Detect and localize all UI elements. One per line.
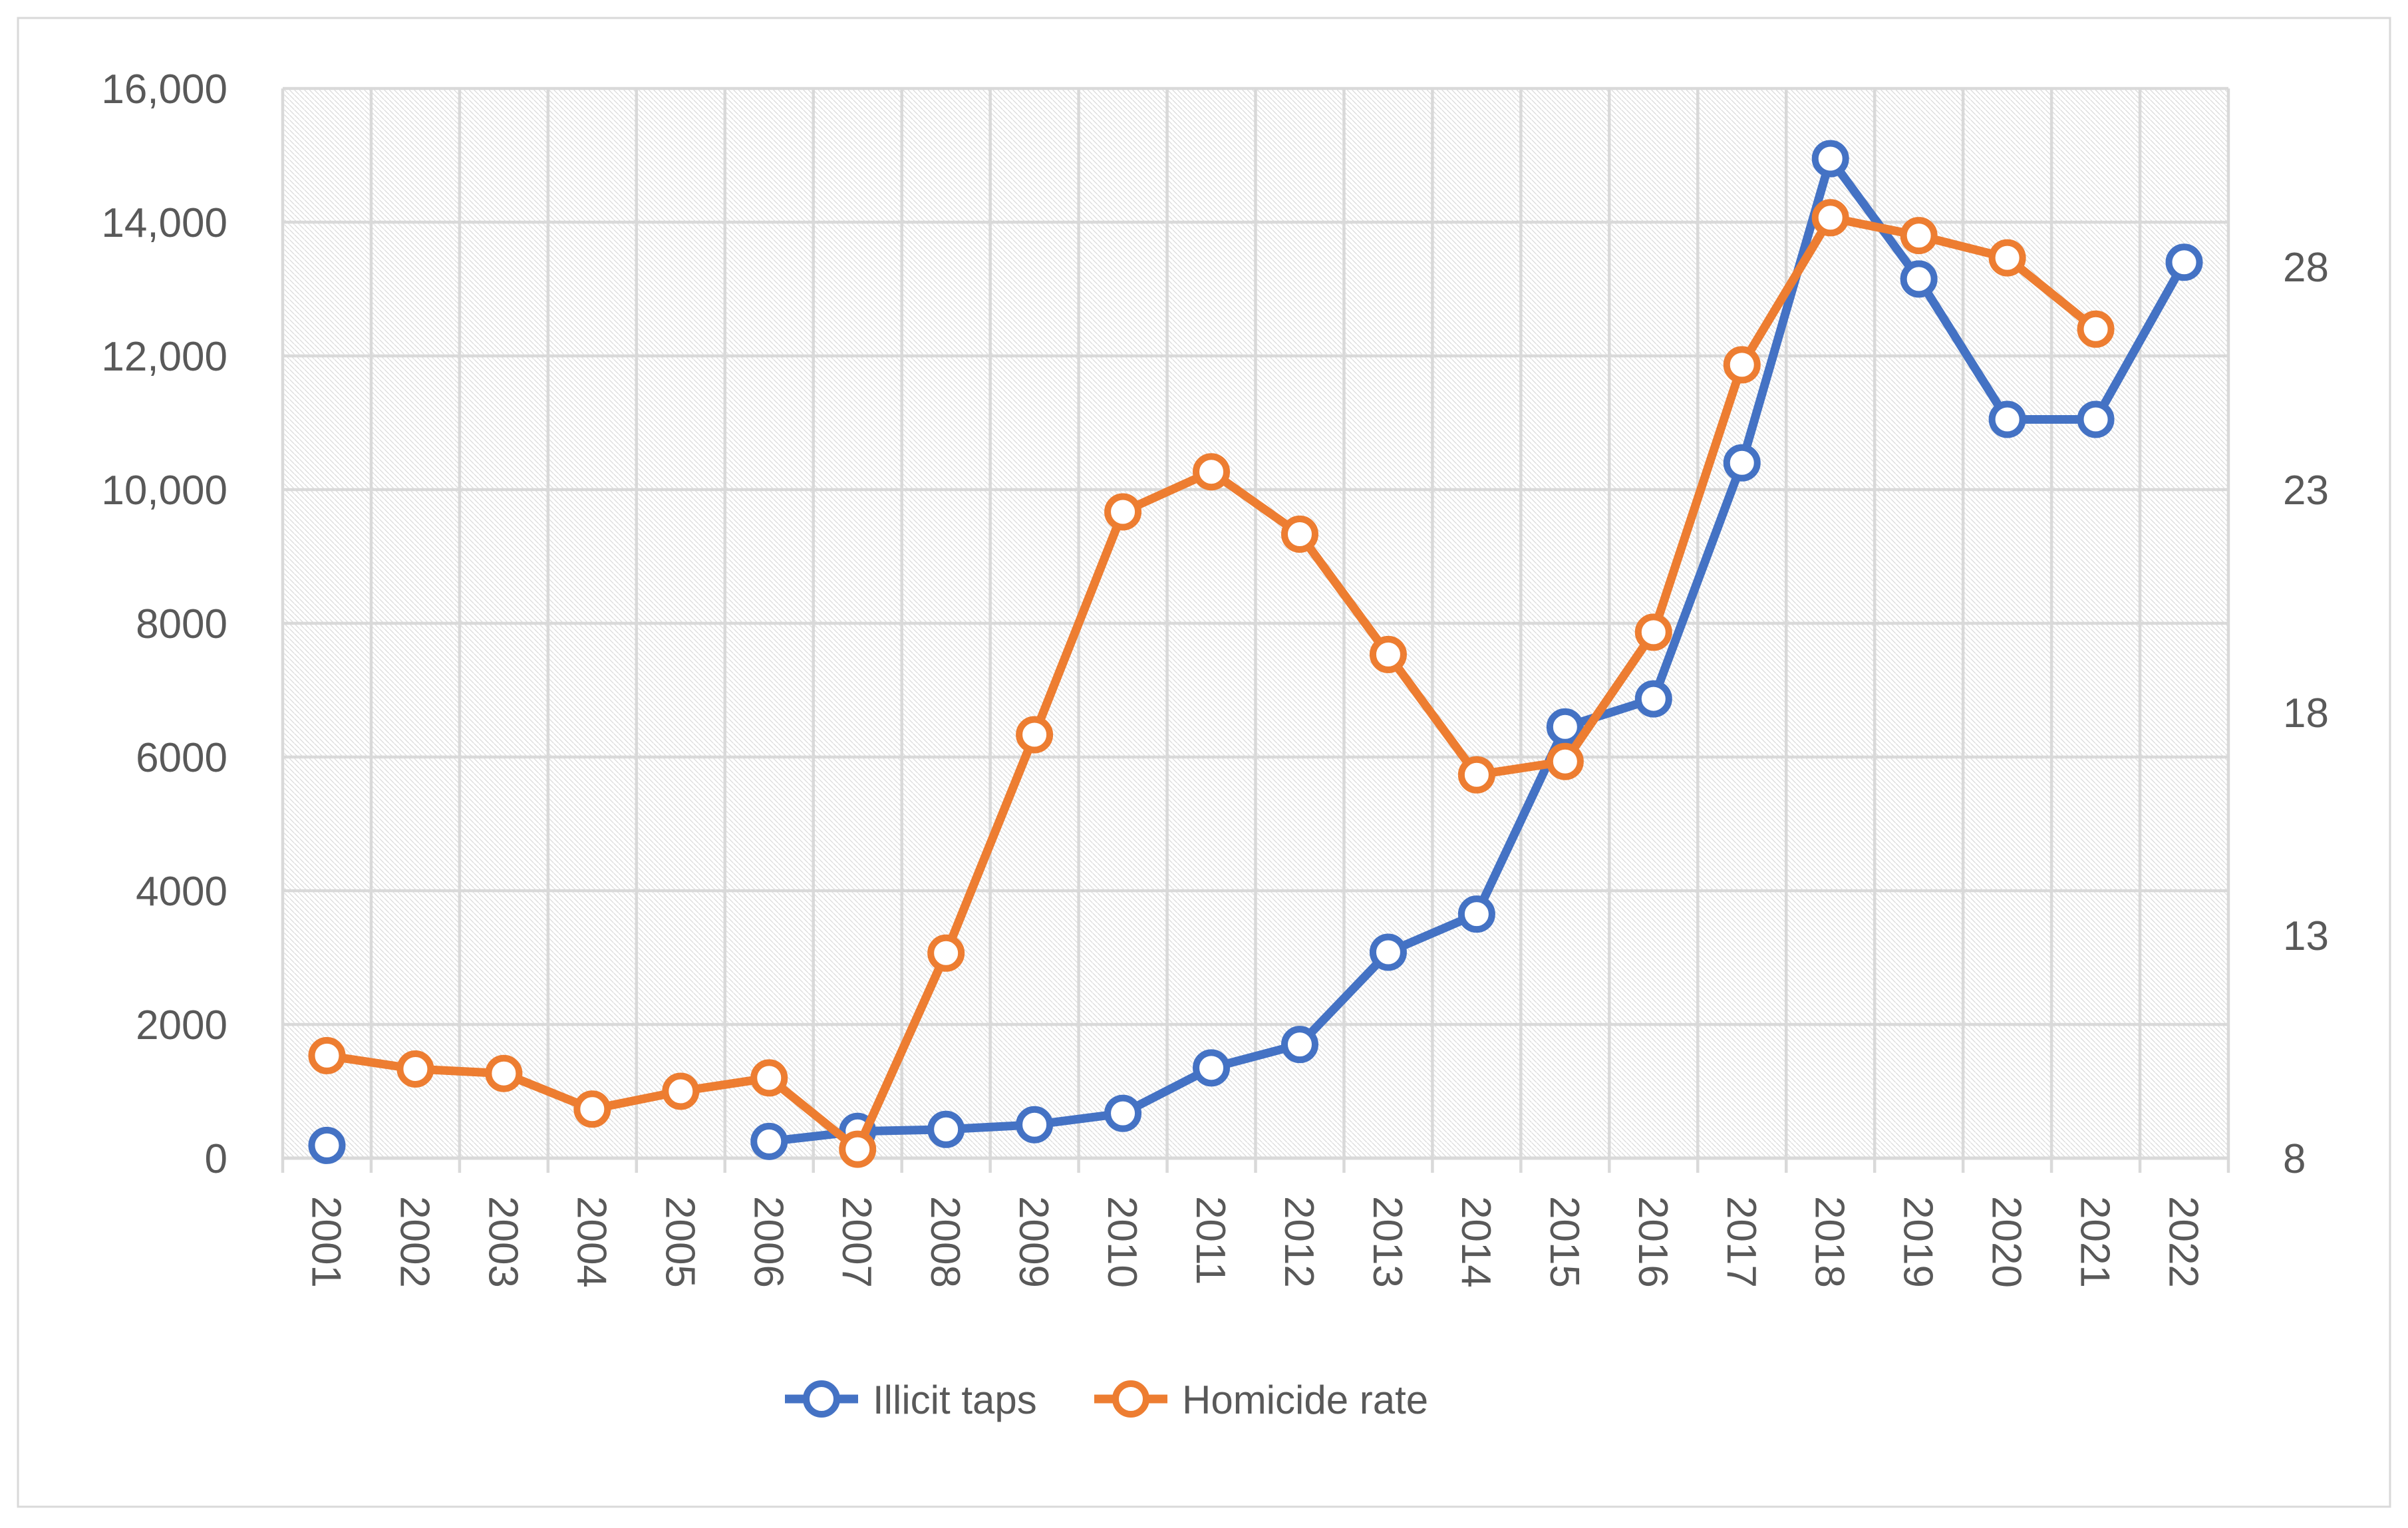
- x-axis-label: 2018: [1807, 1196, 1853, 1288]
- x-axis-label: 2010: [1099, 1196, 1145, 1288]
- marker-homicide-rate: [485, 1054, 523, 1092]
- marker-homicide-rate: [1016, 716, 1054, 754]
- marker-illicit-taps: [1193, 1049, 1231, 1087]
- marker-homicide-rate: [573, 1090, 611, 1128]
- y-axis-label-right: 28: [2283, 245, 2329, 291]
- legend-marker-blue: [803, 1380, 840, 1418]
- y-axis-label-left: 10,000: [101, 468, 227, 514]
- x-axis-label: 2022: [2161, 1196, 2206, 1288]
- x-axis-label: 2016: [1630, 1196, 1676, 1288]
- x-axis-label: 2014: [1453, 1196, 1499, 1288]
- y-axis-label-right: 8: [2283, 1136, 2306, 1182]
- marker-homicide-rate: [2077, 310, 2115, 348]
- x-axis-label: 2019: [1895, 1196, 1941, 1288]
- marker-homicide-rate: [396, 1050, 434, 1088]
- x-axis-label: 2015: [1541, 1196, 1587, 1288]
- legend-marker-orange: [1112, 1380, 1149, 1418]
- marker-illicit-taps: [750, 1122, 788, 1160]
- y-axis-label-left: 6000: [136, 735, 227, 781]
- y-axis-label-left: 12,000: [101, 334, 227, 380]
- y-axis-label-right: 18: [2283, 690, 2329, 736]
- plot-dynamic-content: 0 2000 4000 6000 8000 10,000 12,000 14,000 16,00…: [101, 67, 2329, 1288]
- marker-illicit-taps: [1104, 1094, 1142, 1132]
- x-axis-label: 2001: [303, 1196, 349, 1288]
- marker-illicit-taps: [1811, 140, 1849, 178]
- marker-illicit-taps: [1457, 895, 1495, 933]
- x-axis-label: 2012: [1276, 1196, 1322, 1288]
- marker-homicide-rate: [1988, 239, 2026, 277]
- x-axis-label: 2002: [391, 1196, 437, 1288]
- marker-homicide-rate: [1369, 635, 1407, 673]
- x-axis-label: 2021: [2072, 1196, 2118, 1288]
- marker-homicide-rate: [1723, 346, 1761, 384]
- marker-illicit-taps: [1634, 680, 1672, 718]
- y-axis-label-left: 8000: [136, 601, 227, 647]
- y-axis-label-left: 14,000: [101, 200, 227, 246]
- marker-illicit-taps: [1988, 400, 2026, 438]
- x-axis-label: 2013: [1364, 1196, 1410, 1288]
- x-axis-label: 2006: [745, 1196, 791, 1288]
- marker-illicit-taps: [927, 1110, 965, 1148]
- y-axis-label-left: 16,000: [101, 67, 227, 112]
- legend-item-illicit-taps: Illicit taps: [785, 1378, 1037, 1422]
- marker-homicide-rate: [308, 1036, 346, 1074]
- marker-homicide-rate: [750, 1059, 788, 1097]
- legend-item-homicide-rate: Homicide rate: [1094, 1378, 1428, 1422]
- marker-illicit-taps: [2077, 400, 2115, 438]
- y-axis-label-right: 23: [2283, 468, 2329, 514]
- marker-illicit-taps: [1900, 260, 1938, 298]
- x-axis-label: 2008: [922, 1196, 968, 1288]
- legend-label-homicide-rate: Homicide rate: [1182, 1378, 1428, 1422]
- x-axis-label: 2004: [568, 1196, 614, 1288]
- marker-homicide-rate: [839, 1130, 877, 1168]
- marker-homicide-rate: [1546, 742, 1584, 780]
- marker-homicide-rate: [1193, 453, 1231, 491]
- y-axis-label-left: 0: [205, 1136, 227, 1182]
- marker-homicide-rate: [1634, 613, 1672, 651]
- marker-illicit-taps: [1723, 444, 1761, 482]
- marker-illicit-taps: [1280, 1026, 1318, 1064]
- legend: Illicit taps Homicide rate: [785, 1378, 1428, 1422]
- x-axis-label: 2003: [480, 1196, 526, 1288]
- marker-illicit-taps: [2165, 243, 2203, 281]
- x-axis-label: 2020: [1984, 1196, 2030, 1288]
- x-axis-label: 2007: [833, 1196, 879, 1288]
- marker-homicide-rate: [662, 1072, 700, 1110]
- marker-illicit-taps: [308, 1126, 346, 1164]
- marker-homicide-rate: [1900, 217, 1938, 255]
- y-axis-label-left: 2000: [136, 1002, 227, 1048]
- marker-homicide-rate: [1457, 756, 1495, 794]
- x-axis-label: 2011: [1187, 1196, 1233, 1285]
- marker-illicit-taps: [1016, 1106, 1054, 1144]
- x-axis-label: 2009: [1010, 1196, 1056, 1288]
- marker-illicit-taps: [1369, 933, 1407, 971]
- marker-illicit-taps: [1546, 708, 1584, 746]
- x-axis-label: 2005: [657, 1196, 702, 1288]
- marker-homicide-rate: [1280, 516, 1318, 553]
- marker-homicide-rate: [1104, 493, 1142, 531]
- y-axis-label-right: 13: [2283, 913, 2329, 959]
- y-axis-label-left: 4000: [136, 869, 227, 915]
- marker-homicide-rate: [927, 934, 965, 972]
- x-axis-label: 2017: [1718, 1196, 1764, 1288]
- marker-homicide-rate: [1811, 199, 1849, 237]
- legend-label-illicit-taps: Illicit taps: [873, 1378, 1037, 1422]
